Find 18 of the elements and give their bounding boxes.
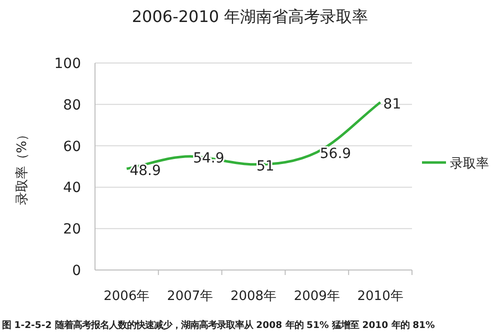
- y-axis-title: 录取率（%）: [14, 128, 30, 206]
- data-label: 48.9: [130, 162, 161, 179]
- x-tick-label: 2008年: [230, 289, 277, 304]
- x-tick-label: 2009年: [294, 289, 340, 304]
- y-tick-label: 100: [54, 56, 81, 72]
- y-tick-label: 0: [72, 263, 81, 279]
- y-tick-label: 60: [63, 138, 81, 155]
- x-tick-label: 2006年: [104, 289, 150, 304]
- y-tick-label: 20: [63, 222, 81, 238]
- x-tick-label: 2010年: [357, 289, 404, 304]
- y-tick-label: 80: [63, 97, 81, 114]
- legend-label: 录取率: [450, 156, 489, 172]
- data-label: 56.9: [320, 146, 352, 162]
- y-tick-label: 40: [63, 180, 81, 196]
- caption: 图 1-2-5-2 随着高考报名人数的快速减少，湖南高考录取率从 2008 年的 51% 猛增至 2010 年的 81%: [2, 320, 436, 331]
- title: 2006-2010 年湖南省高考录取率: [132, 7, 368, 26]
- data-label: 81: [383, 96, 402, 112]
- x-tick-label: 2007年: [167, 289, 214, 304]
